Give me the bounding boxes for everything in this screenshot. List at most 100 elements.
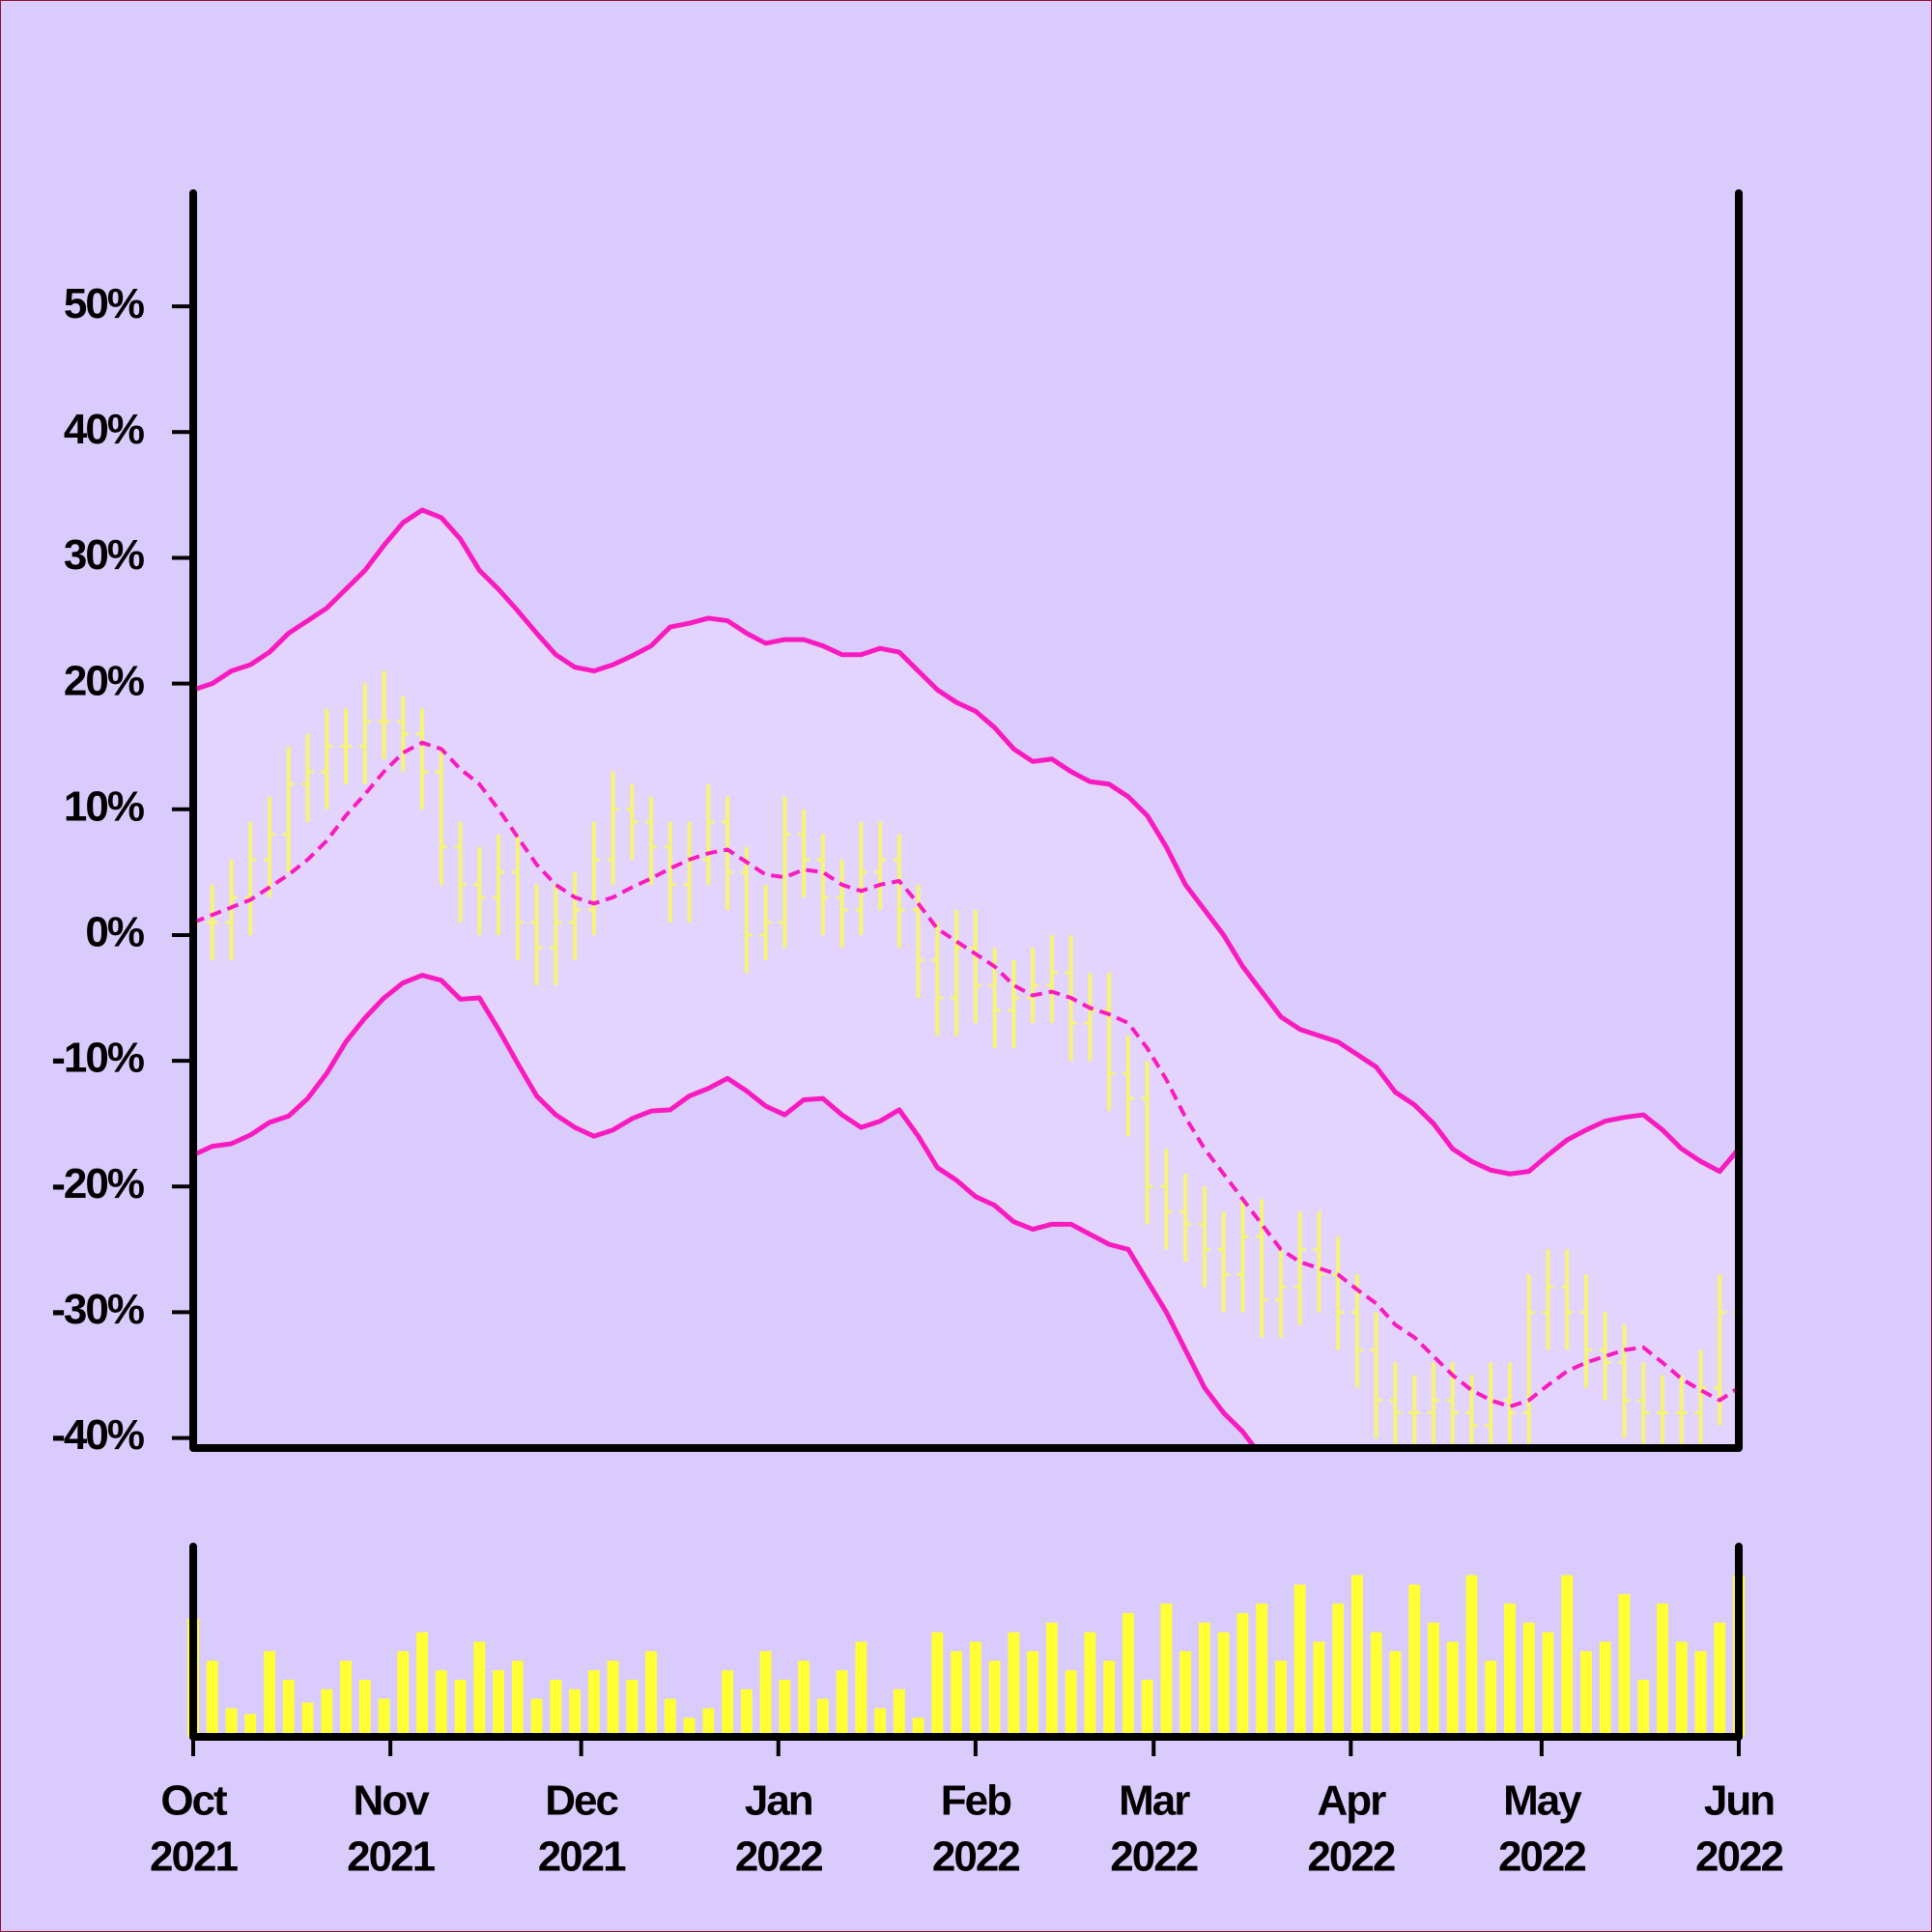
- volume-bar: [779, 1679, 791, 1737]
- x-tick-label: Dec: [545, 1777, 618, 1825]
- volume-bar: [1313, 1641, 1325, 1737]
- volume-bar: [264, 1651, 275, 1737]
- x-tick-label: 2022: [1110, 1833, 1197, 1881]
- volume-bar: [1675, 1641, 1688, 1737]
- volume-bar: [702, 1708, 715, 1737]
- x-tick-label: Apr: [1317, 1777, 1386, 1825]
- volume-bar: [1389, 1651, 1402, 1737]
- volume-bar: [206, 1661, 218, 1737]
- volume-bar: [1065, 1670, 1077, 1737]
- volume-bar: [951, 1651, 963, 1737]
- y-tick-label: 20%: [64, 657, 144, 704]
- volume-bar: [969, 1641, 981, 1737]
- volume-bar: [874, 1708, 887, 1737]
- volume-bar: [988, 1661, 1001, 1737]
- volume-bar: [1580, 1651, 1592, 1737]
- x-tick-label: Nov: [354, 1777, 431, 1825]
- volume-bar: [569, 1689, 581, 1737]
- volume-bar: [1293, 1584, 1306, 1737]
- volume-bar: [607, 1661, 619, 1737]
- band-middle: [193, 740, 1739, 1409]
- x-tick-label: 2021: [538, 1833, 626, 1881]
- x-tick-label: Oct: [160, 1777, 228, 1825]
- volume-bar: [282, 1679, 295, 1737]
- axes: -40% -30% -20% -10% 0% 10% 20% 30% 40% 50% Oct 2021…: [51, 189, 1784, 1881]
- volume-bar: [1637, 1679, 1650, 1737]
- volume-bar: [759, 1651, 772, 1737]
- volume-bar: [1008, 1632, 1020, 1737]
- volume-bar: [1351, 1575, 1363, 1737]
- volume-bar: [1522, 1622, 1535, 1737]
- volume-bar: [1256, 1604, 1268, 1737]
- y-tick-label: 10%: [64, 782, 144, 830]
- x-tick-label: Mar: [1119, 1777, 1190, 1825]
- volume-bar: [912, 1718, 924, 1737]
- y-tick-label: -20%: [51, 1160, 144, 1208]
- volume-panel: [187, 1575, 1745, 1737]
- volume-bar: [225, 1708, 238, 1737]
- band-fill: [193, 510, 1739, 1448]
- volume-bar: [1485, 1661, 1497, 1737]
- volume-bar: [1217, 1632, 1230, 1737]
- volume-bar: [1275, 1661, 1287, 1737]
- y-tick-label: -40%: [51, 1411, 144, 1459]
- x-tick-label: 2022: [1307, 1833, 1394, 1881]
- volume-bar: [1657, 1604, 1668, 1737]
- volume-bar: [855, 1641, 867, 1737]
- volume-bar: [1618, 1594, 1631, 1737]
- volume-bar: [530, 1698, 543, 1737]
- x-tick-label: 2021: [347, 1833, 435, 1881]
- volume-bar: [740, 1689, 753, 1737]
- volume-bar: [358, 1679, 371, 1737]
- x-tick-label: Jan: [745, 1777, 812, 1825]
- y-tick-label: 40%: [64, 406, 144, 453]
- volume-bar: [1714, 1622, 1726, 1737]
- volume-bar: [454, 1679, 467, 1737]
- volume-bar: [1084, 1632, 1096, 1737]
- x-tick-label: 2022: [932, 1833, 1019, 1881]
- x-tick-label: May: [1503, 1777, 1582, 1825]
- price-axis-frame: [189, 189, 1743, 1452]
- y-tick-label: 0%: [85, 909, 143, 956]
- x-tick-label: 2022: [1498, 1833, 1585, 1881]
- volume-bar: [1599, 1641, 1611, 1737]
- volume-bar: [1370, 1632, 1382, 1737]
- volume-bar: [1428, 1622, 1439, 1737]
- volume-bar: [550, 1679, 562, 1737]
- y-tick-label: -10%: [51, 1035, 144, 1082]
- y-tick-label: 50%: [64, 280, 144, 327]
- volume-bar: [587, 1670, 600, 1737]
- volume-bar: [1542, 1632, 1554, 1737]
- volume-axis-frame: [189, 1543, 1743, 1741]
- volume-bar: [1198, 1622, 1210, 1737]
- volume-bar: [435, 1670, 447, 1737]
- band-lower: [193, 973, 1259, 1448]
- volume-bar: [301, 1702, 314, 1737]
- volume-bar: [1122, 1612, 1134, 1737]
- volume-bar: [416, 1632, 428, 1737]
- volume-bar: [1694, 1651, 1707, 1737]
- volume-bar: [683, 1718, 696, 1737]
- volume-bar: [1561, 1575, 1574, 1737]
- volume-bar: [1160, 1604, 1173, 1737]
- plot-area: [193, 507, 1739, 1448]
- volume-bar: [931, 1632, 944, 1737]
- y-tick-label: -30%: [51, 1286, 144, 1333]
- volume-bar: [893, 1689, 905, 1737]
- volume-bar: [378, 1698, 390, 1737]
- volume-bar: [1045, 1622, 1058, 1737]
- volume-bar: [244, 1714, 257, 1737]
- volume-bar: [1465, 1575, 1478, 1737]
- volume-bar: [798, 1661, 810, 1737]
- x-tick-label: 2021: [150, 1833, 238, 1881]
- volume-bar: [340, 1661, 352, 1737]
- volume-bar: [1179, 1651, 1192, 1737]
- band-upper: [193, 507, 1739, 1177]
- volume-bar: [1332, 1604, 1345, 1737]
- volume-bar: [1504, 1604, 1516, 1737]
- volume-bar: [836, 1670, 848, 1737]
- volume-bar: [397, 1651, 410, 1737]
- volume-bar: [321, 1689, 333, 1737]
